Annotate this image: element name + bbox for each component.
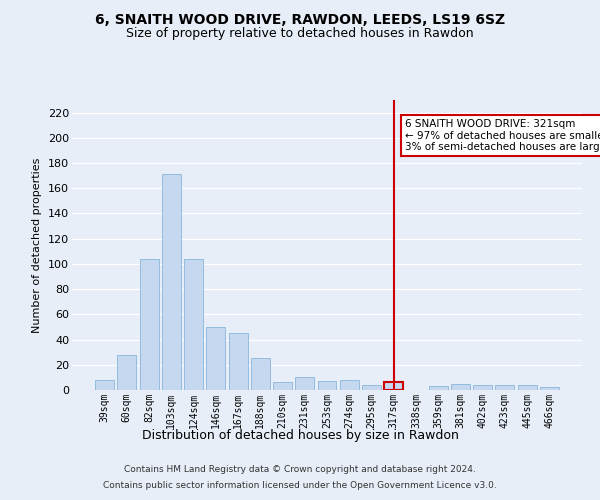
Bar — [317, 381, 337, 390]
Bar — [473, 385, 492, 390]
Y-axis label: Number of detached properties: Number of detached properties — [32, 158, 43, 332]
Bar — [162, 174, 181, 390]
Bar — [140, 259, 158, 390]
Text: Contains HM Land Registry data © Crown copyright and database right 2024.: Contains HM Land Registry data © Crown c… — [124, 466, 476, 474]
Bar — [518, 385, 536, 390]
Text: 6, SNAITH WOOD DRIVE, RAWDON, LEEDS, LS19 6SZ: 6, SNAITH WOOD DRIVE, RAWDON, LEEDS, LS1… — [95, 12, 505, 26]
Bar — [273, 382, 292, 390]
Bar — [206, 327, 225, 390]
Bar — [451, 384, 470, 390]
Bar — [362, 385, 381, 390]
Bar — [540, 388, 559, 390]
Bar — [251, 358, 270, 390]
Bar — [384, 382, 403, 390]
Text: Distribution of detached houses by size in Rawdon: Distribution of detached houses by size … — [142, 428, 458, 442]
Bar — [95, 380, 114, 390]
Bar — [184, 259, 203, 390]
Bar — [496, 385, 514, 390]
Bar — [429, 386, 448, 390]
Text: Contains public sector information licensed under the Open Government Licence v3: Contains public sector information licen… — [103, 480, 497, 490]
Bar — [229, 334, 248, 390]
Bar — [340, 380, 359, 390]
Bar — [118, 354, 136, 390]
Bar — [295, 378, 314, 390]
Text: Size of property relative to detached houses in Rawdon: Size of property relative to detached ho… — [126, 28, 474, 40]
Text: 6 SNAITH WOOD DRIVE: 321sqm
← 97% of detached houses are smaller (562)
3% of sem: 6 SNAITH WOOD DRIVE: 321sqm ← 97% of det… — [405, 119, 600, 152]
